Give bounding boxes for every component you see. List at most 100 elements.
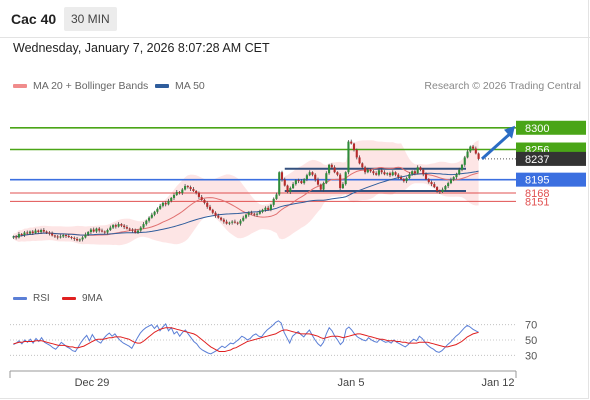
candle-body bbox=[391, 172, 394, 176]
candle-body bbox=[26, 232, 29, 234]
candle-body bbox=[114, 225, 117, 227]
candle-body bbox=[430, 182, 433, 185]
candle-body bbox=[45, 231, 48, 233]
ma9-swatch bbox=[62, 296, 76, 300]
bollinger-swatch bbox=[13, 84, 27, 89]
candle-body bbox=[361, 163, 364, 168]
candle-body bbox=[280, 172, 284, 180]
candle-body bbox=[117, 224, 120, 227]
candle-body bbox=[316, 179, 320, 185]
rsi-level-label-30: 30 bbox=[525, 350, 537, 362]
candle-body bbox=[200, 196, 203, 200]
timeframe-button[interactable]: 30 MIN bbox=[64, 7, 117, 31]
price-label-8168: 8168 bbox=[525, 188, 549, 200]
candle-body bbox=[195, 191, 198, 193]
candle-body bbox=[330, 164, 333, 168]
candle-body bbox=[233, 221, 236, 223]
rsi-9ma-line bbox=[13, 327, 479, 352]
candle-body bbox=[283, 179, 286, 186]
candle-body bbox=[350, 141, 353, 144]
candle-body bbox=[258, 211, 261, 214]
candle-body bbox=[62, 234, 65, 237]
candle-body bbox=[300, 181, 303, 184]
candle-body bbox=[253, 213, 256, 215]
candle-body bbox=[463, 157, 466, 165]
candle-body bbox=[208, 206, 212, 210]
candle-body bbox=[411, 171, 414, 175]
candle-body bbox=[181, 189, 184, 193]
candle-body bbox=[322, 183, 325, 190]
candle-body bbox=[278, 172, 281, 195]
candle-body bbox=[427, 179, 430, 183]
legend-ma50-label: MA 50 bbox=[175, 80, 205, 92]
candle-body bbox=[197, 192, 200, 197]
rsi-line bbox=[13, 320, 479, 355]
instrument-title: Cac 40 bbox=[11, 11, 57, 27]
candle-body bbox=[76, 238, 79, 241]
candle-body bbox=[120, 224, 123, 226]
copyright-text: Research © 2026 Trading Central bbox=[424, 80, 581, 92]
candle-body bbox=[228, 222, 231, 224]
candle-body bbox=[34, 230, 37, 234]
candle-body bbox=[12, 236, 15, 238]
candle-body bbox=[131, 229, 134, 231]
candle-body bbox=[172, 194, 176, 198]
candle-body bbox=[244, 214, 248, 218]
candle-body bbox=[441, 189, 444, 192]
chart-header: Cac 40 30 MIN bbox=[0, 0, 590, 38]
candle-body bbox=[112, 225, 115, 228]
candle-body bbox=[73, 237, 76, 239]
candle-body bbox=[333, 167, 336, 173]
candle-body bbox=[28, 231, 32, 234]
x-tick-label: Dec 29 bbox=[75, 377, 110, 389]
candle-body bbox=[314, 174, 317, 180]
candle-body bbox=[375, 173, 378, 175]
candle-body bbox=[402, 179, 405, 182]
candle-body bbox=[170, 197, 173, 201]
candle-body bbox=[17, 234, 20, 238]
candle-body bbox=[206, 202, 209, 207]
candle-body bbox=[364, 167, 367, 173]
candle-body bbox=[469, 146, 472, 152]
x-tick-label: Jan 5 bbox=[338, 377, 365, 389]
candle-body bbox=[303, 179, 306, 184]
candle-body bbox=[106, 230, 109, 233]
candle-body bbox=[413, 171, 416, 174]
candle-body bbox=[397, 174, 400, 178]
rsi-level-label-70: 70 bbox=[525, 320, 537, 332]
candle-body bbox=[87, 232, 90, 235]
candle-body bbox=[175, 192, 178, 195]
candle-body bbox=[95, 228, 98, 232]
candle-body bbox=[386, 173, 389, 175]
candle-body bbox=[239, 220, 242, 224]
candle-body bbox=[372, 171, 375, 174]
candle-body bbox=[150, 214, 153, 218]
candle-body bbox=[344, 172, 347, 185]
legend-9ma: 9MA bbox=[62, 293, 103, 304]
candle-body bbox=[269, 204, 272, 210]
candle-body bbox=[422, 169, 425, 175]
candle-body bbox=[419, 167, 422, 170]
candle-body bbox=[48, 232, 51, 234]
candle-body bbox=[377, 170, 380, 175]
target-arrow-head bbox=[504, 125, 515, 139]
candle-body bbox=[416, 167, 419, 174]
candle-body bbox=[400, 177, 403, 180]
candle-body bbox=[42, 230, 45, 232]
price-label-8151: 8151 bbox=[525, 196, 549, 208]
candle-body bbox=[222, 219, 225, 222]
candle-body bbox=[433, 184, 436, 188]
candle-body bbox=[311, 172, 314, 175]
candle-body bbox=[164, 202, 167, 205]
price-tag-8300 bbox=[516, 120, 586, 135]
candle-body bbox=[56, 236, 59, 238]
legend-bollinger-label: MA 20 + Bollinger Bands bbox=[33, 80, 149, 92]
legend-bollinger: MA 20 + Bollinger Bands bbox=[13, 80, 148, 92]
legend-rsi: RSI bbox=[13, 293, 50, 304]
candle-body bbox=[355, 150, 358, 158]
candle-body bbox=[242, 217, 245, 221]
candle-body bbox=[109, 227, 112, 231]
candle-body bbox=[438, 191, 441, 193]
candle-body bbox=[81, 237, 84, 240]
